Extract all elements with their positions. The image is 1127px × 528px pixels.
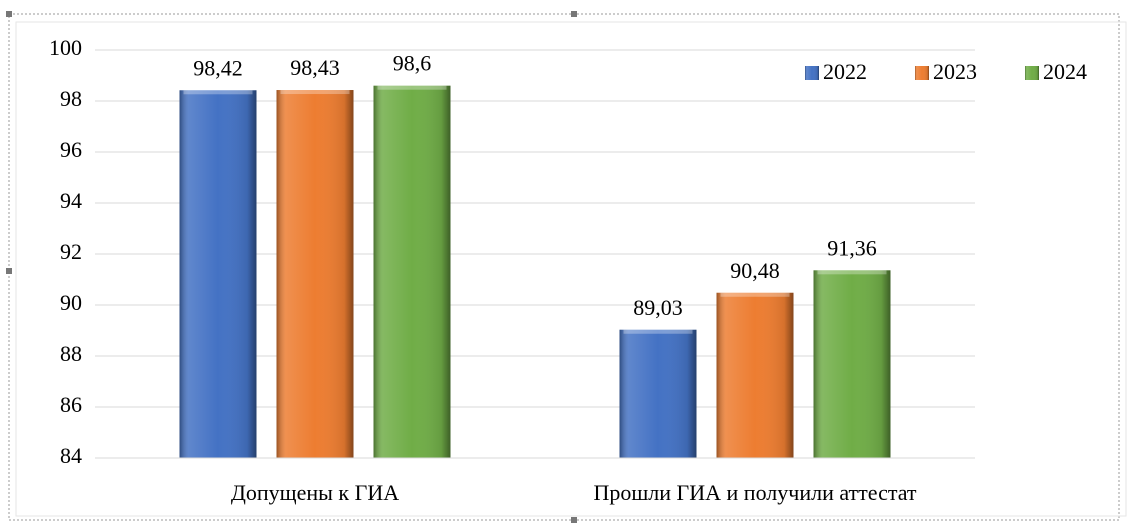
bar-shade — [276, 90, 354, 458]
legend-label: 2023 — [933, 59, 977, 84]
value-label: 98,42 — [193, 55, 243, 80]
bar-bevel — [183, 90, 253, 95]
y-tick-label: 90 — [60, 290, 82, 315]
bar-bevel — [817, 270, 887, 275]
y-tick-label: 84 — [60, 443, 82, 468]
bar-shade — [373, 85, 451, 458]
value-label: 89,03 — [633, 295, 683, 320]
legend-swatch-shade — [1025, 66, 1039, 80]
value-label: 91,36 — [827, 235, 877, 260]
handle — [6, 268, 12, 274]
handle — [571, 517, 577, 523]
chart-border — [15, 21, 1127, 517]
bar-bevel — [377, 85, 447, 90]
bar-shade — [813, 270, 891, 458]
legend-label: 2024 — [1043, 59, 1087, 84]
bar-bevel — [280, 90, 350, 95]
value-label: 98,6 — [393, 51, 432, 76]
legend-swatch-shade — [805, 66, 819, 80]
legend-label: 2022 — [823, 59, 867, 84]
y-tick-label: 92 — [60, 239, 82, 264]
value-label: 98,43 — [290, 55, 340, 80]
bar-shade — [619, 329, 697, 458]
bar-shade — [716, 292, 794, 458]
bar-bevel — [623, 329, 693, 334]
y-tick-label: 86 — [60, 392, 82, 417]
y-tick-label: 98 — [60, 86, 82, 111]
handle — [6, 11, 12, 17]
x-tick-label: Допущены к ГИА — [231, 480, 399, 505]
selection-frame — [8, 13, 1120, 521]
bar-bevel — [720, 292, 790, 297]
y-tick-label: 88 — [60, 341, 82, 366]
y-tick-label: 96 — [60, 137, 82, 162]
handle — [571, 11, 577, 17]
x-tick-label: Прошли ГИА и получили аттестат — [593, 480, 916, 505]
value-label: 90,48 — [730, 258, 780, 283]
legend-swatch-shade — [915, 66, 929, 80]
y-tick-label: 94 — [60, 188, 82, 213]
y-tick-label: 100 — [49, 35, 82, 60]
bar-shade — [179, 90, 257, 458]
